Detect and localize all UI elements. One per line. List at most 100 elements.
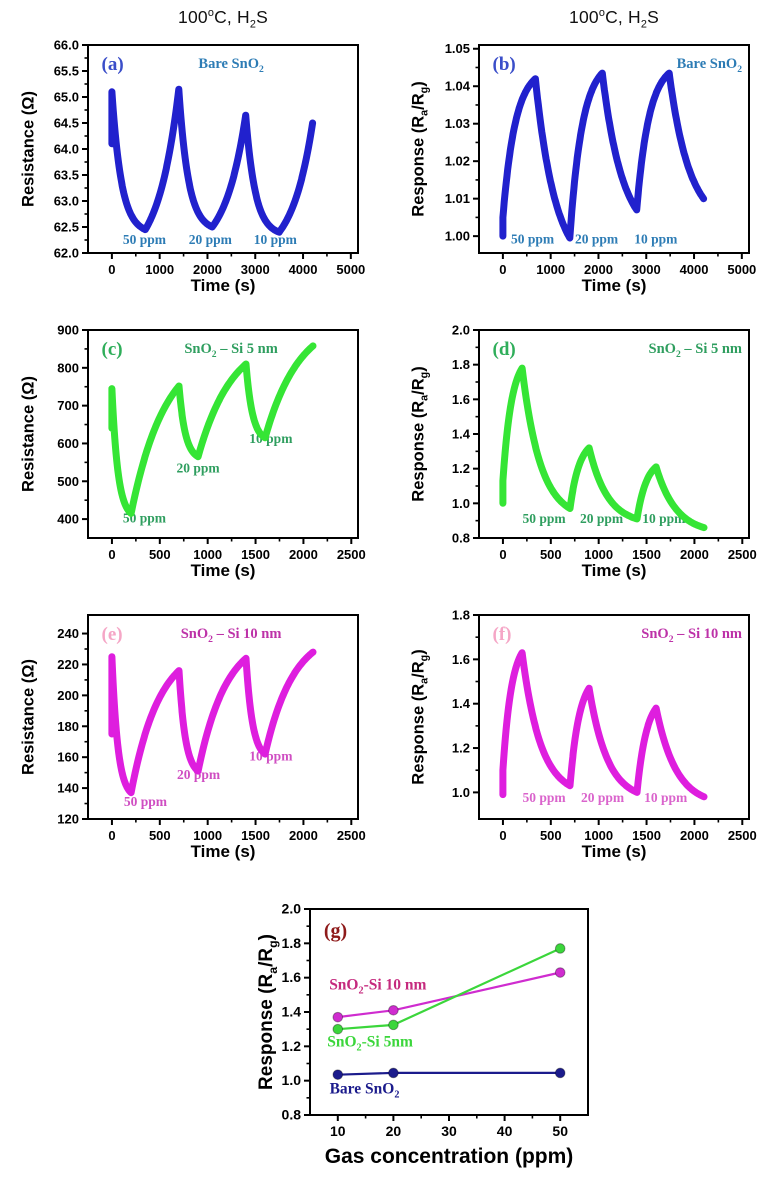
svg-text:500: 500 [149, 547, 171, 562]
svg-text:63.5: 63.5 [54, 168, 79, 183]
panel-e-y-axis-label: Resistance (Ω) [19, 659, 38, 775]
svg-text:SnO2-Si 10 nm: SnO2-Si 10 nm [329, 977, 426, 997]
svg-text:50: 50 [552, 1123, 568, 1139]
svg-text:1.8: 1.8 [452, 357, 470, 372]
svg-text:4000: 4000 [289, 262, 318, 277]
svg-text:500: 500 [57, 474, 79, 489]
svg-text:220: 220 [57, 657, 79, 672]
svg-text:Bare SnO2: Bare SnO2 [330, 1081, 400, 1101]
svg-text:120: 120 [57, 812, 79, 827]
svg-text:1.04: 1.04 [445, 79, 471, 94]
panel-e-x-axis-label: Time (s) [190, 842, 256, 861]
panel-d-y-axis-label: Response (Ra/Rg) [409, 366, 431, 502]
panel-c-y-axis-label: Resistance (Ω) [19, 376, 38, 492]
svg-text:1.6: 1.6 [452, 652, 470, 667]
svg-text:SnO2 – Si 5 nm: SnO2 – Si 5 nm [649, 341, 742, 360]
svg-text:1.0: 1.0 [282, 1072, 302, 1088]
svg-text:10 ppm: 10 ppm [644, 790, 688, 805]
svg-text:1000: 1000 [193, 547, 222, 562]
svg-text:1.8: 1.8 [452, 608, 470, 623]
svg-text:2.0: 2.0 [282, 901, 302, 917]
svg-text:140: 140 [57, 781, 79, 796]
svg-text:64.0: 64.0 [54, 142, 79, 157]
svg-text:2500: 2500 [337, 547, 366, 562]
svg-text:1000: 1000 [193, 828, 222, 843]
svg-text:1.8: 1.8 [282, 935, 302, 951]
svg-text:0: 0 [108, 547, 115, 562]
svg-text:5000: 5000 [336, 262, 365, 277]
svg-text:0: 0 [499, 262, 506, 277]
panel-b: 50 ppm 20 ppm 10 ppm 0 1000 2000 3000 4000 5000 1… [391, 0, 782, 295]
svg-text:62.0: 62.0 [54, 246, 79, 261]
svg-text:SnO2-Si 5nm: SnO2-Si 5nm [327, 1033, 413, 1053]
panel-f-y-axis-label: Response (Ra/Rg) [409, 649, 431, 785]
svg-text:1.6: 1.6 [452, 392, 470, 407]
panel-f: 50 ppm 20 ppm 10 ppm 0 500 1000 1500 2000 2500 1.… [391, 580, 782, 870]
svg-text:2000: 2000 [584, 262, 613, 277]
svg-text:1000: 1000 [584, 828, 613, 843]
svg-text:0: 0 [499, 547, 506, 562]
svg-text:10 ppm: 10 ppm [254, 232, 298, 247]
svg-text:800: 800 [57, 360, 79, 375]
svg-text:(d): (d) [493, 339, 516, 360]
svg-text:65.0: 65.0 [54, 90, 79, 105]
svg-text:40: 40 [497, 1123, 513, 1139]
svg-text:65.5: 65.5 [54, 64, 79, 79]
svg-text:66.0: 66.0 [54, 38, 79, 53]
svg-text:1.6: 1.6 [282, 969, 302, 985]
svg-text:1.02: 1.02 [445, 154, 470, 169]
svg-text:2500: 2500 [728, 828, 757, 843]
svg-text:1.03: 1.03 [445, 116, 470, 131]
chart-d: 50 ppm 20 ppm 10 ppm 0 500 1000 1500 2000 2500 0.… [452, 323, 757, 563]
panel-a: 50 ppm 20 ppm 10 ppm 0 1000 2000 3000 4000 5000 6… [0, 0, 391, 295]
svg-text:4000: 4000 [680, 262, 709, 277]
svg-text:1.2: 1.2 [452, 461, 470, 476]
svg-text:1500: 1500 [241, 547, 270, 562]
svg-text:0: 0 [499, 828, 506, 843]
svg-text:600: 600 [57, 436, 79, 451]
svg-text:0.8: 0.8 [452, 531, 470, 546]
svg-text:20 ppm: 20 ppm [575, 232, 619, 247]
svg-text:0: 0 [108, 828, 115, 843]
svg-text:3000: 3000 [632, 262, 661, 277]
svg-text:1.2: 1.2 [452, 741, 470, 756]
svg-text:20 ppm: 20 ppm [189, 232, 233, 247]
svg-text:2000: 2000 [289, 828, 318, 843]
svg-text:1000: 1000 [145, 262, 174, 277]
svg-text:10: 10 [330, 1123, 346, 1139]
panel-d-x-axis-label: Time (s) [581, 561, 647, 580]
panel-b-y-axis-label: Response (Ra/Rg) [409, 81, 431, 217]
panel-a-x-axis-label: Time (s) [190, 276, 256, 295]
svg-text:2.0: 2.0 [452, 323, 470, 338]
svg-text:0: 0 [108, 262, 115, 277]
svg-text:30: 30 [441, 1123, 457, 1139]
svg-text:10 ppm: 10 ppm [249, 431, 293, 446]
svg-text:500: 500 [540, 547, 562, 562]
svg-text:62.5: 62.5 [54, 220, 79, 235]
svg-text:1.4: 1.4 [452, 427, 471, 442]
svg-text:(b): (b) [493, 54, 516, 75]
svg-text:1.4: 1.4 [452, 696, 471, 711]
svg-text:(c): (c) [102, 339, 123, 360]
svg-text:(e): (e) [102, 624, 123, 645]
svg-text:160: 160 [57, 750, 79, 765]
svg-text:1.05: 1.05 [445, 41, 470, 56]
panel-f-x-axis-label: Time (s) [581, 842, 647, 861]
panel-g-x-axis-label: Gas concentration (ppm) [324, 1145, 574, 1168]
svg-text:2000: 2000 [680, 547, 709, 562]
svg-text:10 ppm: 10 ppm [642, 511, 686, 526]
svg-text:1.0: 1.0 [452, 496, 470, 511]
svg-text:1000: 1000 [536, 262, 565, 277]
svg-text:20 ppm: 20 ppm [580, 511, 624, 526]
panel-c: 50 ppm 20 ppm 10 ppm 0 500 1000 1500 2000 2500 40… [0, 290, 391, 581]
svg-text:1.4: 1.4 [282, 1004, 302, 1020]
svg-text:240: 240 [57, 626, 79, 641]
svg-text:1500: 1500 [632, 547, 661, 562]
svg-text:2000: 2000 [289, 547, 318, 562]
svg-text:10 ppm: 10 ppm [634, 232, 678, 247]
svg-text:200: 200 [57, 688, 79, 703]
svg-text:SnO2 – Si 10 nm: SnO2 – Si 10 nm [641, 626, 742, 645]
panel-b-x-axis-label: Time (s) [581, 276, 647, 295]
panel-a-title: 100oC, H2S [178, 7, 268, 31]
